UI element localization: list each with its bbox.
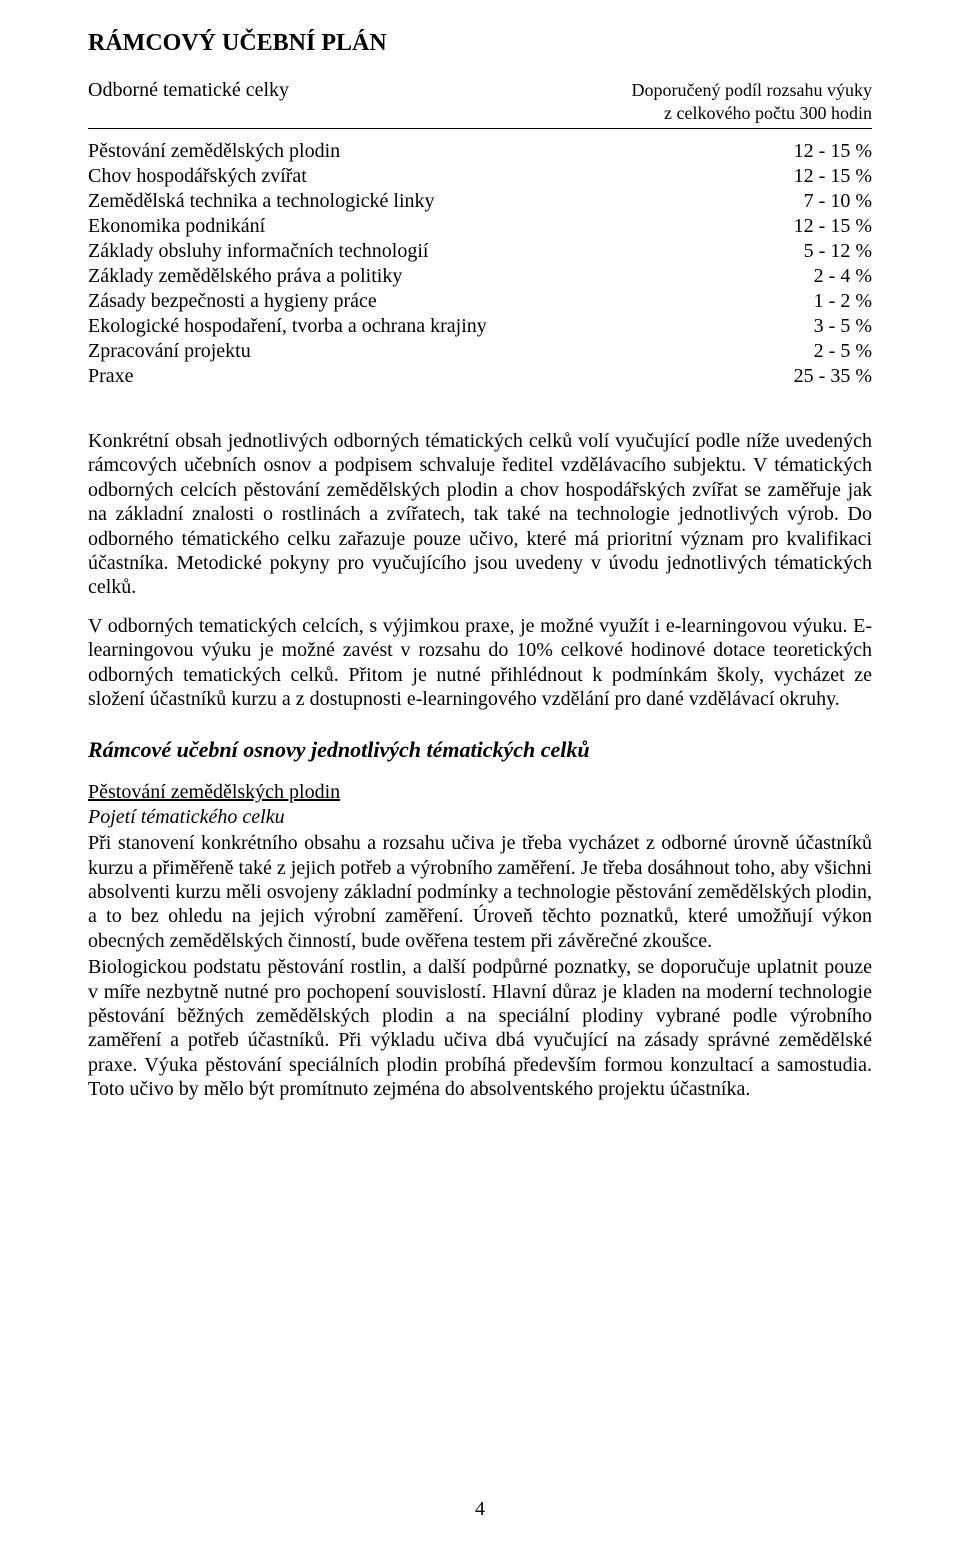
subhead-left: Odborné tematické celky	[88, 79, 289, 102]
list-value: 2 - 4 %	[794, 264, 872, 289]
list-item: Praxe 25 - 35 %	[88, 364, 872, 389]
list-item: Zemědělská technika a technologické link…	[88, 189, 872, 214]
list-item: Pěstování zemědělských plodin 12 - 15 %	[88, 139, 872, 164]
page-title: RÁMCOVÝ UČEBNÍ PLÁN	[88, 30, 872, 57]
paragraph: V odborných tematických celcích, s výjim…	[88, 614, 872, 712]
list-value: 2 - 5 %	[794, 339, 872, 364]
list-label: Zásady bezpečnosti a hygieny práce	[88, 289, 794, 314]
list-value: 5 - 12 %	[784, 239, 872, 264]
list-item: Zpracování projektu 2 - 5 %	[88, 339, 872, 364]
subsection-heading: Pěstování zemědělských plodin	[88, 781, 872, 804]
list-item: Zásady bezpečnosti a hygieny práce 1 - 2…	[88, 289, 872, 314]
pojeti-label: Pojetí tématického celku	[88, 806, 872, 829]
subhead-right-line1: Doporučený podíl rozsahu výuky	[632, 80, 872, 100]
list-item: Chov hospodářských zvířat 12 - 15 %	[88, 164, 872, 189]
list-label: Ekonomika podnikání	[88, 214, 774, 239]
paragraph: Biologickou podstatu pěstování rostlin, …	[88, 955, 872, 1101]
list-value: 12 - 15 %	[774, 139, 872, 164]
list-value: 12 - 15 %	[774, 214, 872, 239]
list-item: Ekologické hospodaření, tvorba a ochrana…	[88, 314, 872, 339]
divider-line	[88, 128, 872, 129]
list-label: Praxe	[88, 364, 774, 389]
list-label: Zemědělská technika a technologické link…	[88, 189, 784, 214]
list-label: Zpracování projektu	[88, 339, 794, 364]
list-value: 3 - 5 %	[794, 314, 872, 339]
subhead-right-line2: z celkového počtu 300 hodin	[664, 103, 872, 123]
list-label: Ekologické hospodaření, tvorba a ochrana…	[88, 314, 794, 339]
list-item: Ekonomika podnikání 12 - 15 %	[88, 214, 872, 239]
paragraph: Konkrétní obsah jednotlivých odborných t…	[88, 429, 872, 600]
subhead-right: Doporučený podíl rozsahu výuky z celkové…	[632, 79, 872, 124]
list-value: 7 - 10 %	[784, 189, 872, 214]
subhead-row: Odborné tematické celky Doporučený podíl…	[88, 79, 872, 124]
list-label: Základy zemědělského práva a politiky	[88, 264, 794, 289]
page-number: 4	[0, 1498, 960, 1521]
allocation-list: Pěstování zemědělských plodin 12 - 15 % …	[88, 139, 872, 389]
list-label: Pěstování zemědělských plodin	[88, 139, 774, 164]
paragraph: Při stanovení konkrétního obsahu a rozsa…	[88, 831, 872, 953]
section-heading: Rámcové učební osnovy jednotlivých témat…	[88, 737, 872, 763]
list-value: 12 - 15 %	[774, 164, 872, 189]
list-value: 1 - 2 %	[794, 289, 872, 314]
list-label: Chov hospodářských zvířat	[88, 164, 774, 189]
list-item: Základy obsluhy informačních technologií…	[88, 239, 872, 264]
list-label: Základy obsluhy informačních technologií	[88, 239, 784, 264]
list-value: 25 - 35 %	[774, 364, 872, 389]
list-item: Základy zemědělského práva a politiky 2 …	[88, 264, 872, 289]
